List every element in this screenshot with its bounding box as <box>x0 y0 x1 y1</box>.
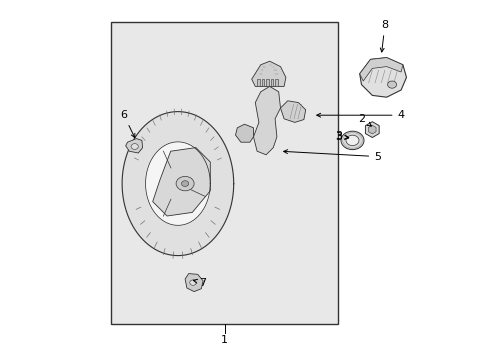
Bar <box>261 79 264 86</box>
Polygon shape <box>185 274 203 292</box>
Polygon shape <box>145 142 210 225</box>
Polygon shape <box>359 58 402 81</box>
Text: 3: 3 <box>334 132 348 142</box>
Polygon shape <box>235 124 253 142</box>
Polygon shape <box>122 112 233 256</box>
Text: 4: 4 <box>316 110 404 120</box>
Polygon shape <box>368 125 375 134</box>
Ellipse shape <box>340 131 363 150</box>
Polygon shape <box>359 58 406 97</box>
Polygon shape <box>152 148 210 216</box>
Bar <box>257 79 260 86</box>
Bar <box>270 79 273 86</box>
Bar <box>265 79 268 86</box>
Ellipse shape <box>131 144 138 149</box>
Ellipse shape <box>346 135 358 145</box>
Polygon shape <box>125 139 142 153</box>
Bar <box>275 79 277 86</box>
Text: 2: 2 <box>357 114 371 126</box>
Polygon shape <box>365 122 378 138</box>
Polygon shape <box>251 61 285 86</box>
Bar <box>111 22 337 324</box>
Polygon shape <box>253 86 280 155</box>
Ellipse shape <box>176 176 194 191</box>
Polygon shape <box>280 101 305 122</box>
Text: 6: 6 <box>120 110 135 138</box>
Text: 3: 3 <box>334 131 348 141</box>
Text: 7: 7 <box>193 278 206 288</box>
Ellipse shape <box>189 280 196 285</box>
Text: 5: 5 <box>283 150 381 162</box>
Text: 1: 1 <box>221 335 228 345</box>
Ellipse shape <box>387 81 396 88</box>
Ellipse shape <box>181 181 188 186</box>
Text: 8: 8 <box>380 20 387 52</box>
